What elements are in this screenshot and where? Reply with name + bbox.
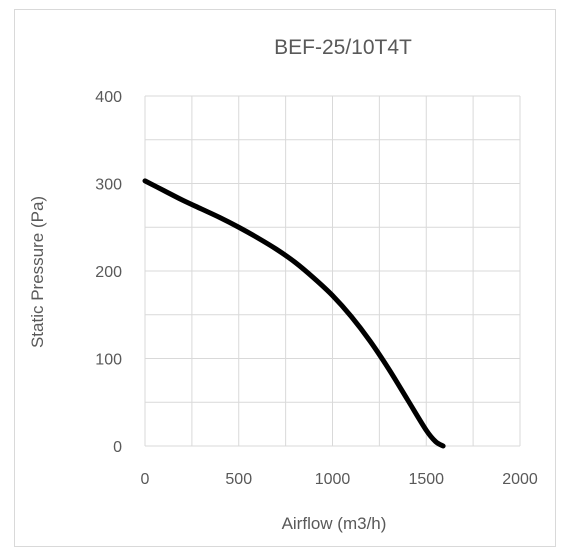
y-tick-label: 200 — [95, 264, 122, 281]
x-tick-label: 2000 — [502, 471, 538, 488]
y-tick-label: 100 — [95, 352, 122, 369]
chart-title: BEF-25/10T4T — [274, 36, 412, 59]
x-axis-label: Airflow (m3/h) — [282, 514, 387, 533]
y-axis-label: Static Pressure (Pa) — [28, 196, 47, 348]
y-tick-label: 300 — [95, 177, 122, 194]
x-tick-label: 0 — [141, 471, 150, 488]
x-tick-label: 1000 — [315, 471, 351, 488]
x-tick-label: 1500 — [408, 471, 444, 488]
x-tick-label: 500 — [225, 471, 252, 488]
chart-frame — [14, 9, 556, 547]
y-tick-label: 0 — [113, 439, 122, 456]
tick-labels: 0 500 1000 1500 2000 0 100 200 300 400 — [95, 89, 538, 488]
series-line — [142, 178, 446, 449]
y-tick-label: 400 — [95, 89, 122, 106]
grid — [144, 95, 521, 447]
